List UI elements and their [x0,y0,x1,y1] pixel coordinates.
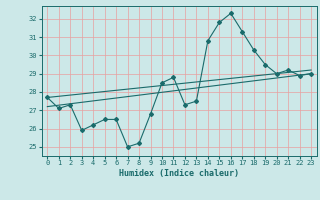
X-axis label: Humidex (Indice chaleur): Humidex (Indice chaleur) [119,169,239,178]
